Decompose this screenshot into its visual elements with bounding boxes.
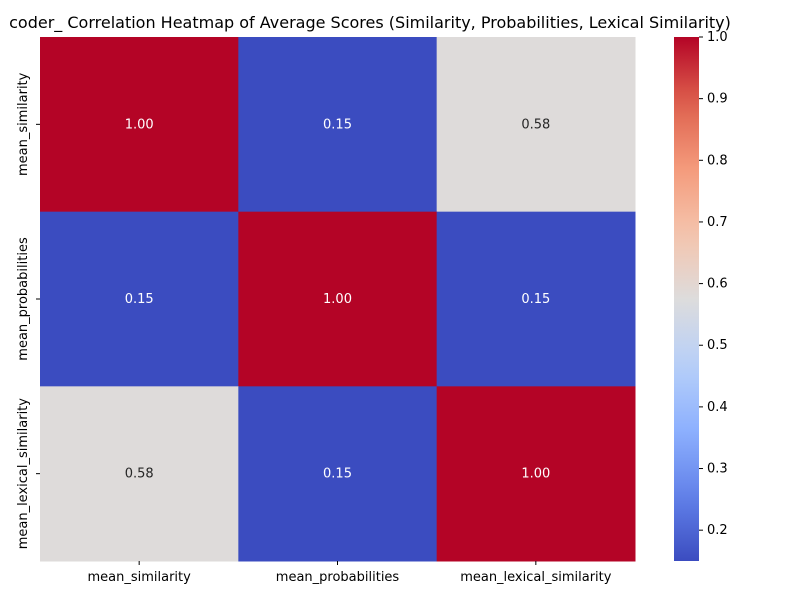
- x-axis: mean_similarity mean_probabilities mean_le…: [87, 561, 612, 585]
- colorbar-gradient: [674, 37, 699, 561]
- cell-label-1-1: 1.00: [323, 292, 352, 307]
- cell-label-2-1: 0.15: [323, 467, 352, 482]
- colorbar-tick-label-0: 0.2: [707, 523, 728, 538]
- colorbar-tick-label-5: 0.7: [707, 215, 728, 230]
- y-tick-label-1: mean_probabilities: [16, 237, 31, 361]
- heatmap-cell-1-0: [40, 211, 239, 387]
- colorbar-tick-label-1: 0.3: [707, 462, 728, 477]
- heatmap-cell-labels: 1.00 0.15 0.58 0.15 1.00 0.15 0.58 0.15 1.00: [125, 117, 551, 481]
- heatmap-cells: [40, 37, 636, 562]
- colorbar-tick-label-2: 0.4: [707, 400, 728, 415]
- x-tick-label-1: mean_probabilities: [276, 570, 400, 585]
- heatmap-cell-1-2: [436, 211, 636, 387]
- heatmap-cell-1-1: [238, 211, 438, 387]
- colorbar-tick-label-7: 0.9: [707, 92, 728, 107]
- y-tick-label-0: mean_similarity: [16, 72, 31, 176]
- heatmap-cell-2-2: [436, 386, 636, 562]
- colorbar-tick-label-3: 0.5: [707, 338, 728, 353]
- heatmap-cell-0-1: [238, 37, 438, 213]
- cell-label-1-0: 0.15: [125, 292, 154, 307]
- colorbar-tick-label-8: 1.0: [707, 30, 728, 45]
- y-tick-label-2: mean_lexical_similarity: [16, 398, 31, 550]
- cell-label-0-1: 0.15: [323, 117, 352, 132]
- cell-label-0-0: 1.00: [125, 117, 154, 132]
- colorbar-tick-label-4: 0.6: [707, 277, 728, 292]
- x-tick-label-0: mean_similarity: [87, 570, 191, 585]
- cell-label-2-2: 1.00: [521, 467, 550, 482]
- heatmap-cell-2-1: [238, 386, 438, 562]
- heatmap-cell-0-0: [40, 37, 239, 213]
- chart-title: coder_ Correlation Heatmap of Average Sc…: [9, 13, 731, 33]
- x-tick-label-2: mean_lexical_similarity: [460, 570, 612, 585]
- colorbar: 0.2 0.3 0.4 0.5 0.6 0.7 0.8 0.9 1.0: [674, 30, 728, 561]
- colorbar-tick-label-6: 0.8: [707, 153, 728, 168]
- cell-label-2-0: 0.58: [125, 467, 154, 482]
- cell-label-1-2: 0.15: [521, 292, 550, 307]
- y-axis: mean_similarity mean_probabilities mean_le…: [16, 72, 40, 549]
- heatmap-cell-0-2: [436, 37, 636, 213]
- cell-label-0-2: 0.58: [521, 117, 550, 132]
- heatmap-cell-2-0: [40, 386, 239, 562]
